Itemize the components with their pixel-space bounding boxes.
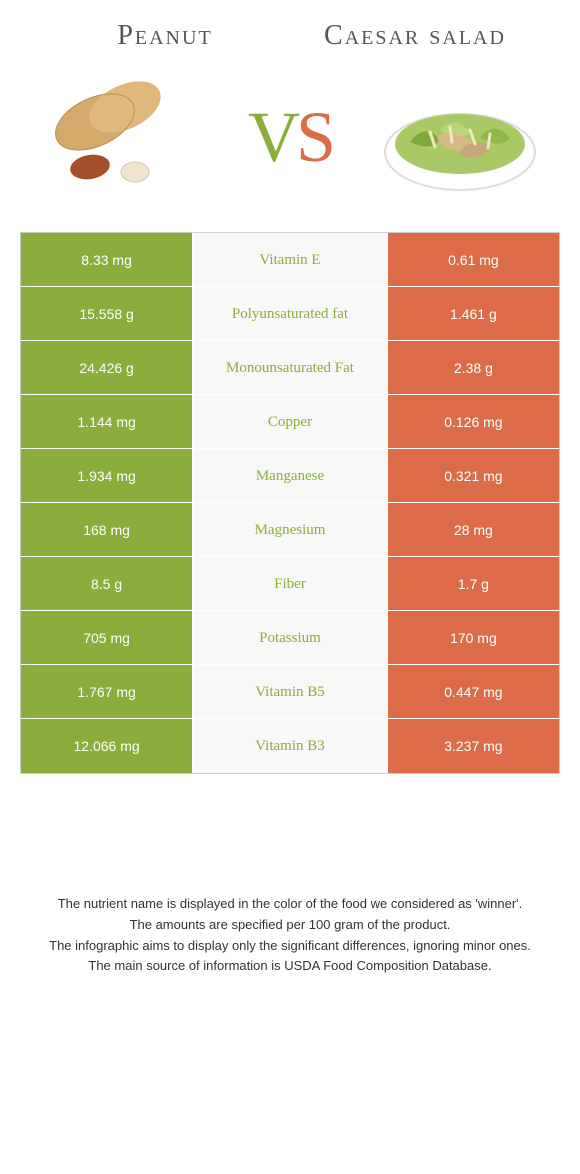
footer-line: The main source of information is USDA F… bbox=[30, 956, 550, 977]
right-value: 170 mg bbox=[387, 611, 559, 664]
images-row: VS bbox=[0, 62, 580, 232]
nutrient-label: Monounsaturated Fat bbox=[193, 341, 387, 394]
vs-s: S bbox=[296, 97, 332, 177]
left-value: 1.934 mg bbox=[21, 449, 193, 502]
table-row: 8.33 mgVitamin E0.61 mg bbox=[21, 233, 559, 287]
left-value: 12.066 mg bbox=[21, 719, 193, 773]
table-row: 705 mgPotassium170 mg bbox=[21, 611, 559, 665]
nutrient-label: Potassium bbox=[193, 611, 387, 664]
right-value: 0.321 mg bbox=[387, 449, 559, 502]
table-row: 15.558 gPolyunsaturated fat1.461 g bbox=[21, 287, 559, 341]
left-value: 8.33 mg bbox=[21, 233, 193, 286]
header: Peanut Caesar salad bbox=[0, 0, 580, 62]
footer-line: The infographic aims to display only the… bbox=[30, 936, 550, 957]
right-value: 0.447 mg bbox=[387, 665, 559, 718]
right-value: 3.237 mg bbox=[387, 719, 559, 773]
title-right: Caesar salad bbox=[290, 21, 540, 52]
nutrient-table: 8.33 mgVitamin E0.61 mg15.558 gPolyunsat… bbox=[20, 232, 560, 774]
title-left: Peanut bbox=[40, 20, 290, 52]
vs-v: V bbox=[248, 97, 296, 177]
footer-line: The amounts are specified per 100 gram o… bbox=[30, 915, 550, 936]
salad-image bbox=[380, 72, 540, 202]
table-row: 1.144 mgCopper0.126 mg bbox=[21, 395, 559, 449]
vs-label: VS bbox=[248, 96, 332, 179]
nutrient-label: Vitamin B5 bbox=[193, 665, 387, 718]
right-value: 28 mg bbox=[387, 503, 559, 556]
table-row: 24.426 gMonounsaturated Fat2.38 g bbox=[21, 341, 559, 395]
nutrient-label: Fiber bbox=[193, 557, 387, 610]
left-value: 1.144 mg bbox=[21, 395, 193, 448]
left-value: 15.558 g bbox=[21, 287, 193, 340]
nutrient-label: Polyunsaturated fat bbox=[193, 287, 387, 340]
left-value: 168 mg bbox=[21, 503, 193, 556]
nutrient-label: Vitamin E bbox=[193, 233, 387, 286]
left-value: 705 mg bbox=[21, 611, 193, 664]
nutrient-label: Magnesium bbox=[193, 503, 387, 556]
right-value: 0.126 mg bbox=[387, 395, 559, 448]
footer-notes: The nutrient name is displayed in the co… bbox=[30, 894, 550, 977]
nutrient-label: Vitamin B3 bbox=[193, 719, 387, 773]
right-value: 1.461 g bbox=[387, 287, 559, 340]
peanut-image bbox=[40, 72, 200, 202]
footer-line: The nutrient name is displayed in the co… bbox=[30, 894, 550, 915]
right-value: 2.38 g bbox=[387, 341, 559, 394]
right-value: 0.61 mg bbox=[387, 233, 559, 286]
nutrient-label: Manganese bbox=[193, 449, 387, 502]
left-value: 24.426 g bbox=[21, 341, 193, 394]
table-row: 1.934 mgManganese0.321 mg bbox=[21, 449, 559, 503]
right-value: 1.7 g bbox=[387, 557, 559, 610]
table-row: 1.767 mgVitamin B50.447 mg bbox=[21, 665, 559, 719]
table-row: 12.066 mgVitamin B33.237 mg bbox=[21, 719, 559, 773]
left-value: 8.5 g bbox=[21, 557, 193, 610]
nutrient-label: Copper bbox=[193, 395, 387, 448]
table-row: 8.5 gFiber1.7 g bbox=[21, 557, 559, 611]
left-value: 1.767 mg bbox=[21, 665, 193, 718]
table-row: 168 mgMagnesium28 mg bbox=[21, 503, 559, 557]
